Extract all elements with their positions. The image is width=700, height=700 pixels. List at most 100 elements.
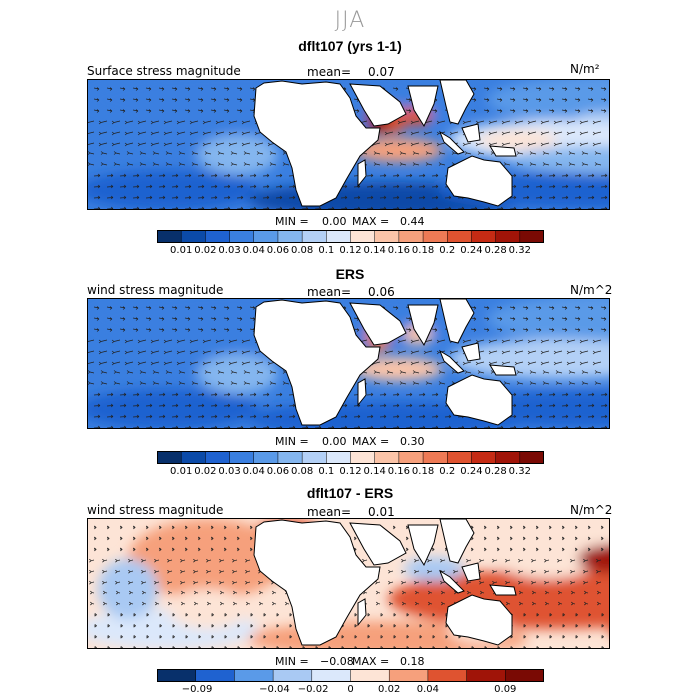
vector-arrow	[215, 120, 225, 125]
vector-arrow	[249, 634, 253, 639]
vector-arrow	[314, 645, 318, 648]
land-outline	[489, 364, 517, 376]
vector-arrow	[88, 131, 95, 134]
vector-arrow	[553, 339, 563, 344]
vector-arrow	[223, 328, 230, 332]
vector-arrow	[113, 370, 121, 374]
vector-arrow	[535, 425, 543, 428]
land-outline	[461, 123, 481, 143]
vector-arrow	[529, 151, 537, 155]
vector-arrow	[592, 361, 602, 366]
vector-arrow	[596, 569, 602, 574]
vector-arrow	[475, 361, 485, 366]
vector-arrow	[245, 590, 251, 595]
field-region	[88, 389, 258, 428]
colorbar-tick-label: 0	[347, 684, 354, 695]
vector-arrow	[202, 339, 212, 344]
vector-arrow	[204, 162, 212, 166]
vector-arrow	[496, 206, 504, 209]
vector-arrow	[574, 525, 578, 530]
field-region	[88, 170, 258, 209]
vector-arrow	[583, 558, 589, 563]
vector-arrow	[423, 361, 433, 366]
vector-arrow	[275, 623, 279, 628]
vector-arrow	[236, 403, 244, 408]
vector-arrow	[555, 162, 563, 166]
vector-arrow	[440, 601, 446, 606]
vector-arrow	[548, 328, 555, 332]
vector-arrow	[557, 601, 563, 606]
vector-arrow	[163, 361, 173, 366]
vector-arrow	[223, 184, 231, 189]
colorbar-tick-label: 0.02	[194, 466, 217, 477]
vector-arrow	[566, 120, 576, 125]
vector-arrow	[210, 109, 217, 113]
colorbar-tick-label: 0.2	[439, 245, 456, 256]
vector-arrow	[119, 645, 123, 648]
panel-1-units: N/m²	[570, 62, 600, 76]
vector-arrow	[501, 131, 511, 136]
colorbar-tick-label: 0.18	[411, 466, 435, 477]
vector-arrow	[113, 381, 121, 385]
vector-arrow	[223, 392, 231, 397]
vector-arrow	[132, 392, 140, 397]
vector-arrow	[158, 109, 165, 113]
vector-arrow	[431, 645, 435, 648]
vector-arrow	[197, 195, 205, 200]
vector-arrow	[232, 558, 238, 563]
vector-arrow	[132, 612, 136, 617]
vector-arrow	[128, 601, 134, 606]
vector-arrow	[438, 162, 446, 166]
vector-arrow	[405, 184, 413, 189]
vector-arrow	[592, 120, 602, 125]
colorbar-swatch	[505, 669, 544, 682]
vector-arrow	[522, 623, 526, 628]
vector-arrow	[111, 120, 121, 125]
vector-arrow	[522, 414, 530, 419]
vector-arrow	[106, 328, 113, 332]
vector-arrow	[202, 350, 212, 355]
panel-1-max-label: MAX =	[352, 215, 390, 228]
land-outline	[349, 83, 407, 127]
colorbar-swatch	[427, 669, 468, 682]
vector-arrow	[100, 381, 108, 385]
colorbar-swatch	[234, 669, 274, 682]
vector-arrow	[132, 98, 139, 102]
land-outline	[357, 378, 367, 407]
vector-arrow	[535, 634, 539, 639]
vector-arrow	[405, 98, 412, 102]
vector-arrow	[171, 525, 175, 530]
vector-arrow	[518, 558, 524, 563]
vector-arrow	[362, 558, 368, 563]
vector-arrow	[444, 645, 448, 648]
vector-arrow	[93, 645, 97, 648]
vector-arrow	[158, 403, 166, 408]
field-region	[488, 519, 608, 579]
vector-arrow	[418, 612, 422, 617]
vector-arrow	[388, 580, 394, 585]
colorbar-swatch	[229, 230, 255, 243]
vector-arrow	[269, 162, 277, 166]
vector-arrow	[600, 87, 607, 91]
vector-arrow	[314, 425, 322, 428]
vector-arrow	[106, 623, 110, 628]
vector-arrow	[366, 173, 374, 178]
vector-arrow	[592, 142, 602, 147]
vector-arrow	[275, 173, 283, 178]
land-outline	[461, 562, 481, 582]
vector-arrow	[145, 645, 149, 648]
vector-arrow	[145, 392, 153, 397]
vector-arrow	[197, 317, 204, 321]
colorbar-tick-label: 0.1	[318, 466, 335, 477]
colorbar-swatch	[388, 669, 429, 682]
vector-arrow	[414, 601, 420, 606]
vector-arrow	[431, 206, 439, 209]
vector-arrow	[88, 350, 95, 353]
vector-arrow	[301, 645, 305, 648]
vector-arrow	[145, 414, 153, 419]
vector-arrow	[102, 590, 108, 595]
vector-arrow	[106, 634, 110, 639]
vector-arrow	[106, 525, 110, 530]
colorbar-tick-label: 0.2	[439, 466, 456, 477]
vector-arrow	[119, 317, 126, 321]
